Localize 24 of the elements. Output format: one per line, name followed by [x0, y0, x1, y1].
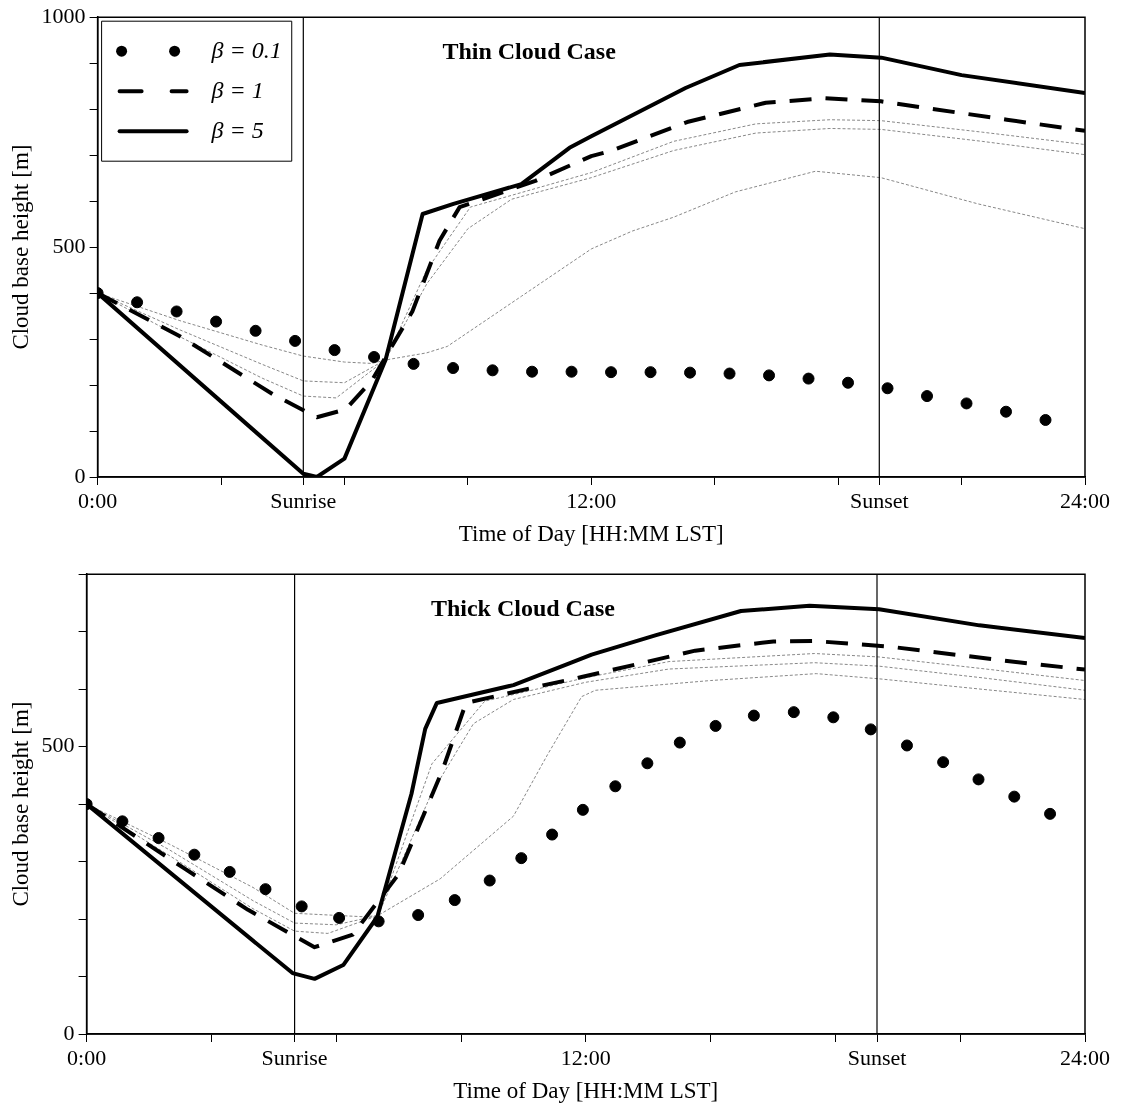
legend-label: β = 0.1 [210, 36, 282, 63]
text: Thin Cloud Case [442, 38, 617, 65]
y-tick-label: 0 [63, 1019, 75, 1045]
x-tick-label: 0:00 [67, 1044, 107, 1070]
x-tick-label: Sunrise [261, 1044, 328, 1070]
x-tick-label: Sunrise [270, 487, 337, 513]
y-tick-label: 1000 [41, 2, 86, 28]
x-axis-title: Time of Day [HH:MM LST] [458, 521, 724, 547]
y-axis-title: Cloud base height [m] [7, 701, 33, 907]
x-tick-label: 0:00 [78, 487, 118, 513]
y-axis-title: Cloud base height [m] [7, 144, 33, 350]
y-tick-label: 0 [74, 462, 86, 488]
y-tick-label: 500 [52, 232, 86, 258]
x-tick-label: Sunset [847, 1044, 907, 1070]
x-tick-label: 24:00 [1059, 1044, 1111, 1070]
x-tick-label: 24:00 [1059, 487, 1111, 513]
x-tick-label: 12:00 [566, 487, 617, 513]
x-tick-label: 12:00 [560, 1044, 611, 1070]
text: Thick Cloud Case [430, 595, 616, 622]
x-axis-title: Time of Day [HH:MM LST] [453, 1078, 719, 1104]
legend-label: β = 5 [210, 116, 264, 143]
legend-label: β = 1 [210, 76, 264, 103]
x-tick-label: Sunset [849, 487, 909, 513]
y-tick-label: 500 [41, 732, 75, 758]
